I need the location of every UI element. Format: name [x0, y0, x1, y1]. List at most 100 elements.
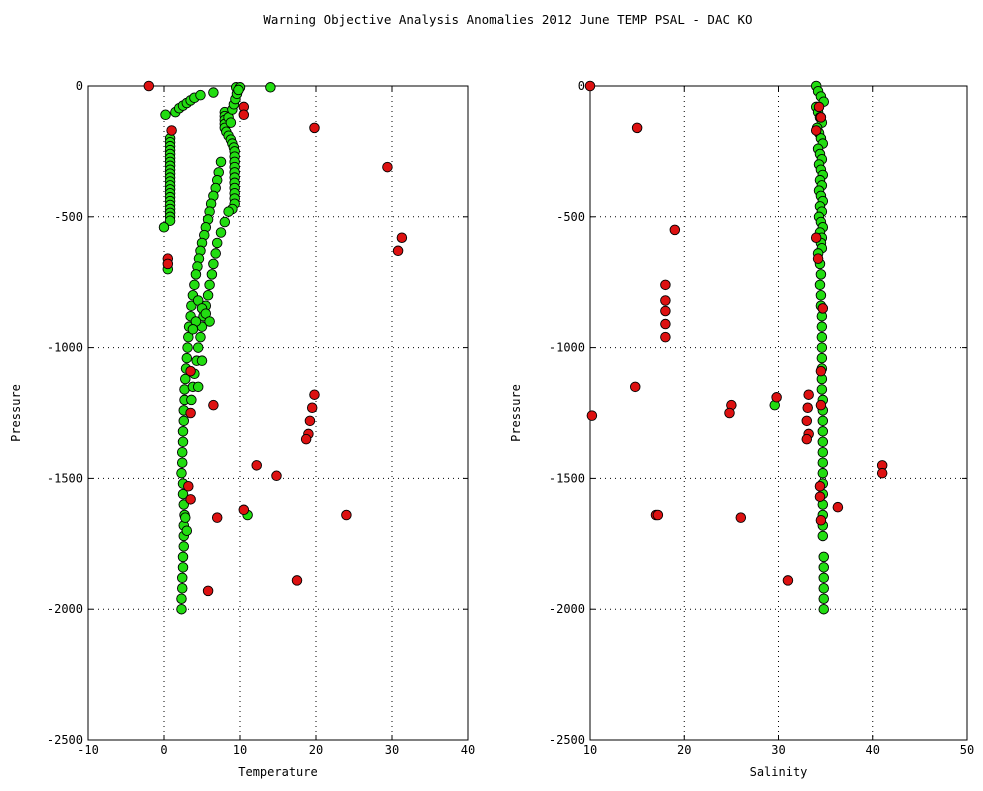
temp-y-tick-label: -1500	[47, 471, 83, 485]
sal-good-point	[818, 593, 829, 604]
temp-x-tick-label: 30	[385, 743, 399, 757]
temp-y-tick-label: 0	[76, 79, 83, 93]
temp-good-point	[178, 499, 190, 510]
temp-good-point	[192, 381, 204, 393]
sal-good-point	[816, 384, 828, 395]
temp-y-axis-label: Pressure	[9, 384, 23, 442]
temp-good-point	[196, 355, 208, 366]
sal-good-point	[817, 436, 829, 448]
temp-bad-point	[382, 161, 393, 173]
temp-good-point	[233, 84, 244, 96]
temp-bad-point	[143, 80, 155, 92]
sal-good-point	[816, 352, 828, 364]
temp-x-tick-label: -10	[77, 743, 99, 757]
temp-good-point	[160, 109, 171, 121]
temp-good-point	[176, 603, 187, 615]
sal-good-point	[817, 467, 829, 479]
sal-y-tick-label: -2500	[549, 733, 585, 747]
temp-y-tick-label: -2500	[47, 733, 83, 747]
temp-good-point	[181, 525, 193, 536]
sal-bad-point	[631, 122, 643, 134]
sal-bad-point	[801, 433, 813, 445]
sal-bad-point	[812, 253, 824, 264]
temp-bad-point	[166, 125, 177, 136]
temp-bad-point	[271, 470, 282, 482]
temp-good-point	[177, 436, 189, 448]
temperature-pressure-plot: -10 0 10 20 30 40 0 -500 -1000 -1500 -2000 -2500 Tem…	[9, 79, 475, 779]
temp-good-point	[195, 331, 206, 343]
sal-good-point	[818, 551, 829, 563]
temp-good-point	[225, 117, 237, 128]
sal-good-point	[818, 562, 829, 573]
temp-good-point	[178, 415, 190, 427]
sal-bad-point	[660, 331, 671, 343]
sal-y-tick-label: -1000	[549, 341, 585, 355]
sal-good-point	[814, 279, 826, 291]
temp-bad-point	[309, 122, 320, 134]
sal-good-point	[818, 572, 829, 584]
temp-good-point	[202, 290, 214, 301]
temp-bad-point	[396, 232, 408, 243]
sal-good-point	[818, 583, 829, 594]
temp-good-point	[183, 331, 194, 343]
sal-bad-point	[815, 515, 827, 526]
sal-x-tick-label: 30	[771, 743, 785, 757]
temp-good-point	[215, 227, 227, 238]
sal-bad-point	[832, 501, 844, 513]
temp-good-point	[186, 394, 197, 406]
temp-y-tick-label: -2000	[47, 602, 83, 616]
sal-bad-point	[629, 381, 641, 393]
sal-x-tick-label: 50	[960, 743, 974, 757]
sal-bad-point	[771, 392, 782, 403]
sal-x-axis-label: Salinity	[750, 765, 808, 779]
temp-bad-point	[251, 460, 262, 471]
sal-bad-point	[802, 402, 813, 414]
sal-bad-point	[815, 112, 827, 123]
sal-bad-point	[735, 512, 747, 523]
temp-good-point	[190, 269, 202, 280]
temp-bad-point	[162, 258, 174, 270]
sal-good-point	[816, 331, 828, 343]
temp-good-point	[176, 467, 187, 479]
temp-good-point	[178, 541, 190, 552]
salinity-pressure-plot: 10 20 30 40 50 0 -500 -1000 -1500 -2000 -2500 Salin…	[509, 79, 974, 779]
sal-good-point	[816, 342, 828, 353]
sal-bad-point	[814, 480, 826, 492]
sal-bad-point	[817, 303, 829, 314]
sal-bad-point	[810, 125, 822, 136]
temp-y-tick-label: -1000	[47, 341, 83, 355]
sal-good-point	[817, 457, 829, 468]
sal-y-axis-label: Pressure	[509, 384, 523, 442]
temp-good-point	[219, 216, 231, 228]
sal-bad-point	[813, 101, 825, 113]
sal-good-point	[815, 269, 827, 280]
temp-plot-frame	[87, 85, 469, 741]
temp-good-point	[177, 488, 189, 500]
temp-bad-point	[202, 585, 214, 597]
figure-title: Warning Objective Analysis Anomalies 201…	[263, 12, 752, 27]
temp-bad-point	[185, 407, 196, 419]
temp-good-point	[182, 342, 193, 353]
temp-good-point	[164, 215, 176, 226]
sal-bad-point	[810, 232, 822, 243]
sal-good-point	[817, 426, 829, 437]
sal-bad-point	[801, 415, 813, 427]
temp-bad-point	[304, 415, 316, 427]
sal-good-point	[817, 530, 829, 542]
sal-bad-point	[876, 467, 888, 479]
sal-x-tick-label: 20	[677, 743, 691, 757]
temp-good-point	[215, 156, 227, 168]
sal-bad-point	[815, 399, 827, 411]
temp-good-point	[176, 446, 188, 458]
temp-x-tick-label: 10	[233, 743, 247, 757]
temp-good-point	[180, 512, 191, 523]
temp-bad-point	[300, 433, 312, 445]
sal-bad-point	[660, 305, 671, 317]
temp-good-point	[265, 82, 276, 93]
sal-bad-point	[652, 509, 664, 521]
temp-bad-point	[208, 399, 219, 411]
temp-bad-point	[341, 509, 352, 521]
temp-bad-point	[185, 365, 196, 377]
temp-x-tick-label: 20	[309, 743, 323, 757]
sal-good-point	[816, 321, 828, 332]
